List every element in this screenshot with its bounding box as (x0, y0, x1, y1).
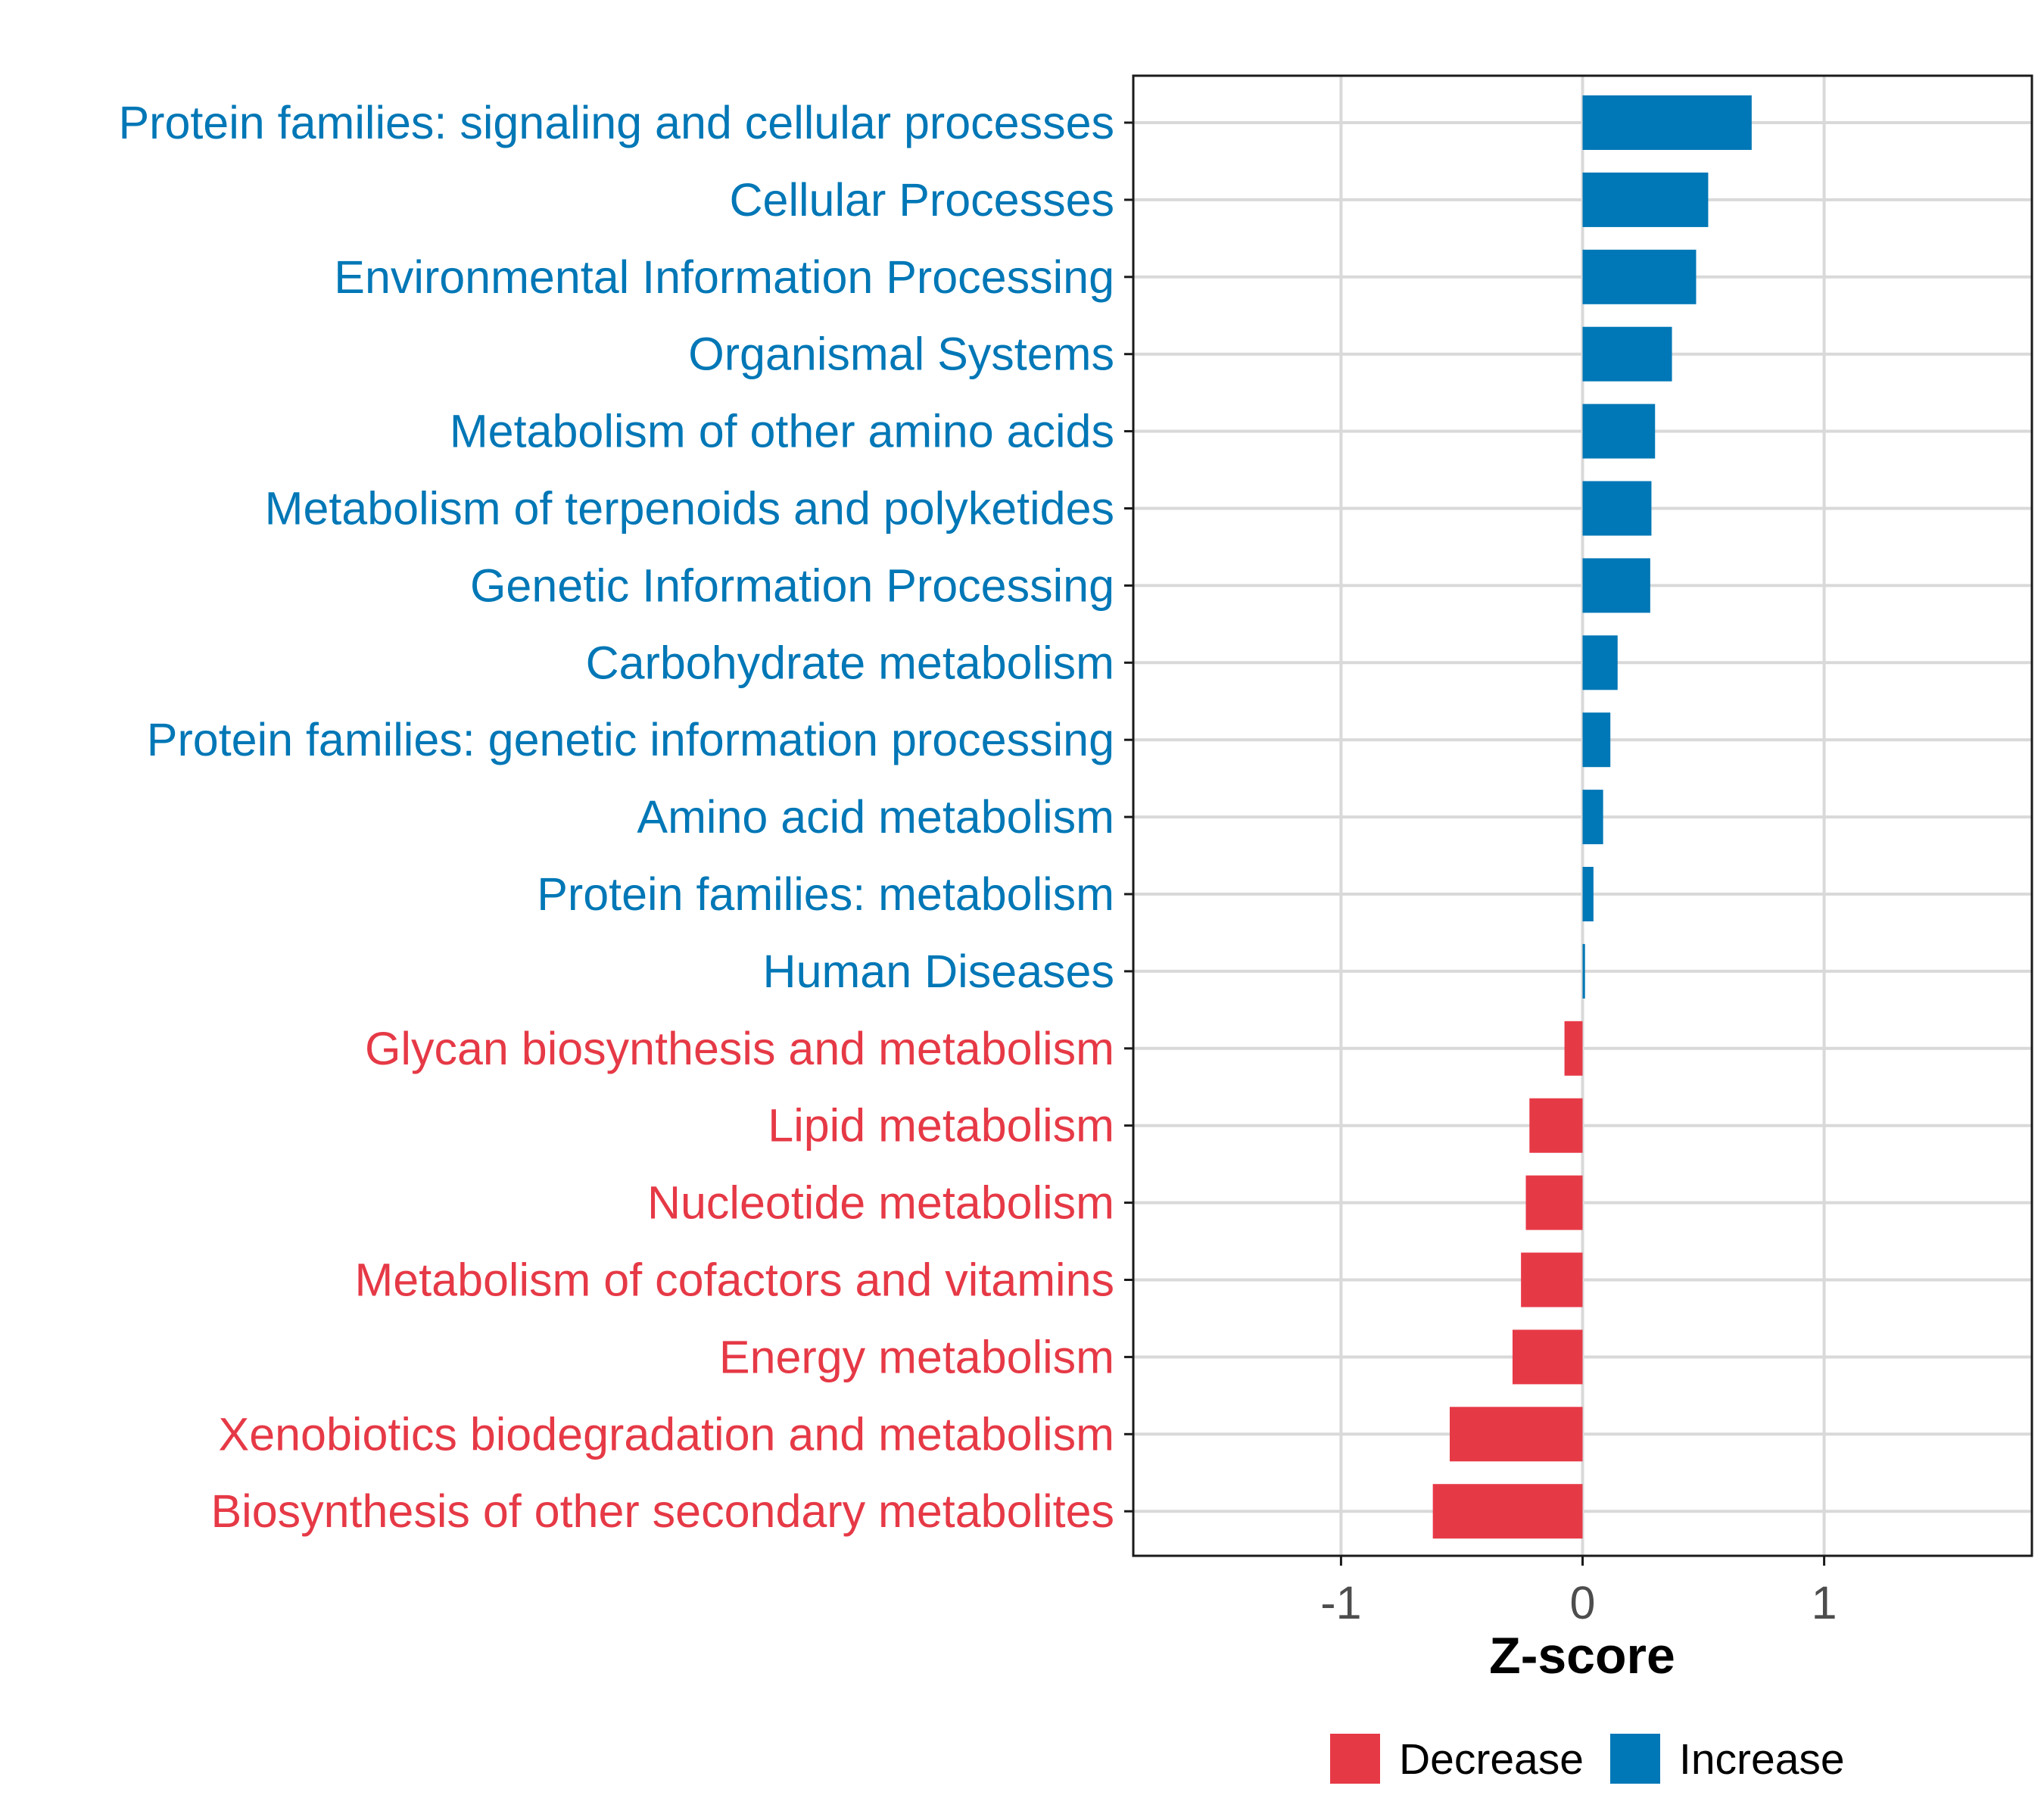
bar-17 (1512, 1329, 1583, 1385)
bar-14 (1529, 1098, 1583, 1153)
category-label-2: Cellular Processes (729, 174, 1114, 226)
bar-12 (1582, 943, 1585, 999)
bar-4 (1582, 326, 1672, 382)
x-tick-label-1: 0 (1570, 1577, 1596, 1628)
category-label-1: Protein families: signaling and cellular… (118, 97, 1114, 148)
bar-8 (1582, 635, 1618, 690)
category-label-17: Energy metabolism (719, 1331, 1114, 1382)
category-label-15: Nucleotide metabolism (647, 1177, 1114, 1229)
category-label-16: Metabolism of cofactors and vitamins (354, 1254, 1114, 1306)
category-label-12: Human Diseases (763, 946, 1114, 997)
bar-11 (1582, 867, 1594, 921)
bar-15 (1525, 1175, 1583, 1230)
bar-2 (1582, 172, 1709, 227)
bar-5 (1582, 404, 1656, 459)
category-label-6: Metabolism of terpenoids and polyketides (265, 483, 1114, 535)
x-tick-label-2: 1 (1812, 1577, 1837, 1628)
category-label-9: Protein families: genetic information pr… (147, 714, 1114, 765)
bar-10 (1582, 790, 1603, 845)
bar-13 (1564, 1021, 1583, 1076)
category-label-5: Metabolism of other amino acids (450, 406, 1114, 457)
bar-18 (1450, 1407, 1583, 1462)
legend-swatch-decrease (1330, 1734, 1380, 1784)
bar-16 (1521, 1252, 1583, 1307)
category-label-14: Lipid metabolism (768, 1100, 1114, 1152)
category-label-18: Xenobiotics biodegradation and metabolis… (219, 1408, 1114, 1460)
bar-3 (1582, 249, 1697, 304)
category-label-19: Biosynthesis of other secondary metaboli… (210, 1485, 1114, 1537)
bar-7 (1582, 558, 1650, 613)
category-label-7: Genetic Information Processing (470, 559, 1114, 611)
x-tick-label-0: -1 (1320, 1577, 1361, 1628)
category-label-11: Protein families: metabolism (537, 868, 1114, 920)
category-label-3: Environmental Information Processing (334, 251, 1114, 303)
bar-19 (1432, 1484, 1583, 1539)
category-label-13: Glycan biosynthesis and metabolism (365, 1023, 1114, 1074)
bar-9 (1582, 712, 1611, 768)
legend-label-increase: Increase (1679, 1735, 1845, 1784)
legend-label-decrease: Decrease (1399, 1735, 1584, 1784)
category-label-4: Organismal Systems (688, 329, 1114, 380)
category-label-8: Carbohydrate metabolism (586, 637, 1114, 688)
bar-1 (1582, 95, 1752, 150)
bar-6 (1582, 481, 1652, 536)
category-label-10: Amino acid metabolism (637, 791, 1114, 843)
x-axis-title: Z-score (1489, 1627, 1675, 1685)
legend-swatch-increase (1610, 1734, 1660, 1784)
